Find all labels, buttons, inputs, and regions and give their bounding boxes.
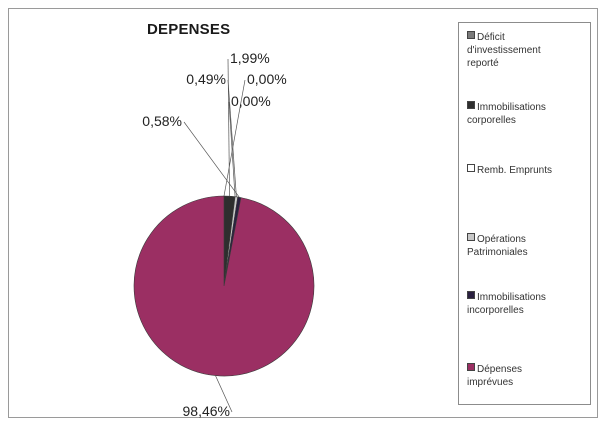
legend-swatch xyxy=(467,233,475,241)
leader-line xyxy=(215,375,233,413)
legend-item-remb-emprunts: Remb. Emprunts xyxy=(467,164,587,177)
legend-swatch xyxy=(467,101,475,109)
data-label-depenses-imprevues: 98,46% xyxy=(183,403,230,419)
legend-item-depenses-imprevues: Dépenses imprévues xyxy=(467,363,523,388)
leader-line xyxy=(227,79,237,197)
leader-line xyxy=(183,121,240,198)
legend-swatch xyxy=(467,363,475,371)
legend-item-immobilisations-incorporelles: Immobilisations incorporelles xyxy=(467,291,546,316)
leader-line xyxy=(223,79,246,197)
data-label-deficit: 0,00% xyxy=(247,71,287,87)
chart-title: DEPENSES xyxy=(147,21,231,38)
data-label-immobilisations-corporelles: 1,99% xyxy=(230,50,270,66)
data-label-immobilisations-incorporelles: 0,58% xyxy=(142,113,182,129)
legend-swatch xyxy=(467,31,475,39)
data-label-remb-emprunts: 0,00% xyxy=(231,93,271,109)
legend-item-immobilisations-corporelles: Immobilisations corporelles xyxy=(467,101,546,126)
legend: Déficit d'investissement reporté Immobil… xyxy=(458,22,591,405)
legend-swatch xyxy=(467,291,475,299)
legend-swatch xyxy=(467,164,475,172)
legend-item-deficit: Déficit d'investissement reporté xyxy=(467,31,541,69)
legend-item-operations-patrimoniales: Opérations Patrimoniales xyxy=(467,233,528,258)
leader-line xyxy=(228,101,236,197)
leader-line xyxy=(227,58,230,197)
slice-depenses-imprevues xyxy=(133,195,315,377)
data-label-operations-patrimoniales: 0,49% xyxy=(186,71,226,87)
